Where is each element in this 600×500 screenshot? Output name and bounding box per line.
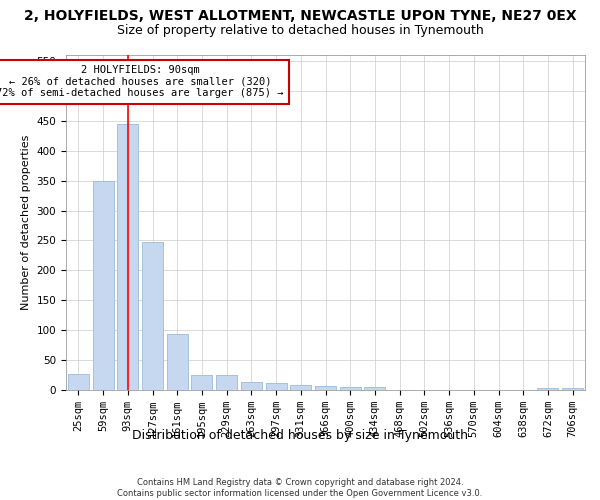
Bar: [266, 384, 287, 390]
Bar: [92, 180, 113, 390]
Bar: [117, 124, 138, 390]
Bar: [142, 242, 163, 390]
Text: 2, HOLYFIELDS, WEST ALLOTMENT, NEWCASTLE UPON TYNE, NE27 0EX: 2, HOLYFIELDS, WEST ALLOTMENT, NEWCASTLE…: [23, 9, 577, 23]
Bar: [241, 382, 262, 390]
Bar: [191, 375, 212, 390]
Text: Distribution of detached houses by size in Tynemouth: Distribution of detached houses by size …: [132, 428, 468, 442]
Text: Size of property relative to detached houses in Tynemouth: Size of property relative to detached ho…: [116, 24, 484, 37]
Bar: [167, 334, 188, 390]
Text: 2 HOLYFIELDS: 90sqm
← 26% of detached houses are smaller (320)
72% of semi-detac: 2 HOLYFIELDS: 90sqm ← 26% of detached ho…: [0, 65, 284, 98]
Bar: [340, 387, 361, 390]
Bar: [68, 374, 89, 390]
Bar: [216, 375, 237, 390]
Bar: [364, 387, 385, 390]
Text: Contains HM Land Registry data © Crown copyright and database right 2024.
Contai: Contains HM Land Registry data © Crown c…: [118, 478, 482, 498]
Y-axis label: Number of detached properties: Number of detached properties: [21, 135, 31, 310]
Bar: [562, 388, 583, 390]
Bar: [315, 386, 336, 390]
Bar: [290, 385, 311, 390]
Bar: [538, 388, 559, 390]
